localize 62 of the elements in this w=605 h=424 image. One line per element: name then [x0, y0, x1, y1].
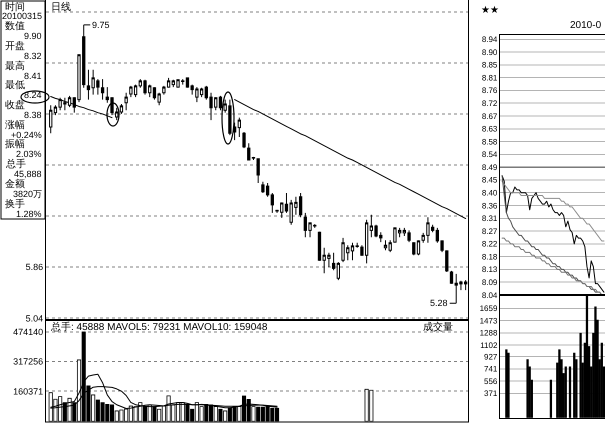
- text: 时间: [5, 1, 25, 13]
- text: 45,888: [14, 169, 42, 179]
- y-tick-label: 556: [484, 376, 498, 386]
- y-tick-label: 8.72: [482, 99, 498, 108]
- y-tick-label: 8.85: [482, 60, 498, 70]
- text: 20100315: [2, 11, 42, 21]
- y-tick-label: 8.45: [482, 176, 498, 185]
- text: 8.38: [24, 110, 42, 120]
- text: 3820万: [13, 189, 42, 199]
- text: 9.90: [24, 31, 42, 41]
- y-tick-label: 8.13: [482, 265, 498, 274]
- text: 1.28%: [16, 209, 42, 219]
- y-tick-label: 8.31: [482, 214, 498, 224]
- y-tick-label: 8.67: [482, 112, 498, 121]
- y-tick-label: 8.18: [482, 252, 498, 262]
- y-tick-label: 8.94: [482, 35, 498, 44]
- y-tick-label: 474140: [13, 327, 44, 338]
- y-tick-label: 8.90: [482, 48, 498, 57]
- chart-title: 总手: 45888 MAVOL5: 79231 MAVOL10: 159048: [50, 321, 268, 333]
- text: 振幅: [5, 138, 25, 150]
- text: 2.03%: [16, 149, 42, 159]
- text: 最高: [5, 60, 25, 72]
- y-tick-label: 8.09: [482, 278, 498, 288]
- y-tick-label: 371: [484, 389, 498, 398]
- y-tick-label: 8.58: [482, 137, 498, 146]
- text: 总手: [5, 158, 26, 170]
- y-tick-label: 741: [484, 364, 498, 374]
- text: 收盘: [5, 99, 25, 111]
- text: 开盘: [5, 40, 25, 52]
- y-tick-label: 8.36: [482, 201, 498, 210]
- y-tick-label: 8.40: [482, 188, 498, 198]
- y-tick-label: 8.54: [482, 150, 498, 160]
- y-tick-label: 8.76: [482, 86, 498, 96]
- text: +0.24%: [11, 130, 42, 140]
- text: 8.32: [24, 51, 42, 61]
- text: ★★: [481, 5, 499, 16]
- annotation: 5.28: [430, 298, 448, 308]
- chart-title: 日线: [51, 1, 71, 13]
- y-tick-label: 5.86: [26, 262, 44, 272]
- y-tick-label: 317256: [13, 356, 44, 367]
- text: 数值: [5, 21, 25, 32]
- y-tick-label: 160371: [13, 386, 44, 396]
- y-tick-label: 8.04: [482, 290, 498, 300]
- y-tick-label: 927: [484, 352, 498, 362]
- text: 涨幅: [5, 119, 25, 131]
- y-tick-label: 1288: [480, 328, 498, 338]
- y-tick-label: 8.63: [482, 124, 498, 134]
- y-tick-label: 8.27: [482, 226, 498, 236]
- y-tick-label: 8.49: [482, 162, 498, 172]
- y-tick-label: 8.22: [482, 240, 498, 249]
- y-tick-label: 1473: [480, 316, 498, 326]
- y-tick-label: 8.81: [482, 73, 498, 82]
- y-tick-label: 1102: [480, 340, 498, 350]
- y-tick-label: 1659: [480, 304, 498, 314]
- text: 8.41: [24, 71, 42, 81]
- text: 2010-0: [570, 20, 602, 31]
- annotation: 9.75: [92, 20, 110, 30]
- y-tick-label: 5.04: [26, 313, 44, 324]
- annotation: 成交量: [423, 321, 453, 333]
- text: 换手: [5, 198, 25, 210]
- text: 最低: [5, 80, 25, 91]
- text: 金额: [5, 178, 25, 190]
